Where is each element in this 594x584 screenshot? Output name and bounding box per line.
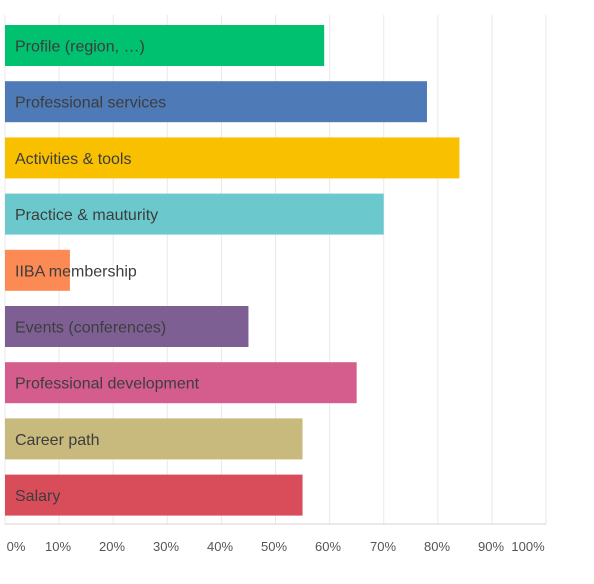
x-axis-ticks: 0% 10% 20% 30% 40% 50% 60% 70% 80% 90% 100% (7, 539, 545, 554)
bar-group: Profile (region, …) (5, 25, 325, 66)
x-tick-label: 70% (370, 539, 396, 554)
bar-group: Professional services (5, 81, 427, 123)
bar-label: Activities & tools (15, 151, 131, 168)
x-tick-label: 40% (207, 539, 233, 554)
bar-group: Salary (5, 474, 303, 516)
bar-group: Career path (5, 418, 303, 460)
bar-group: Events (conferences) (5, 306, 249, 347)
x-tick-label: 80% (424, 539, 450, 554)
x-tick-label: 100% (511, 539, 545, 554)
bar (5, 306, 249, 347)
x-tick-label: 30% (153, 539, 179, 554)
x-tick-label: 20% (99, 539, 125, 554)
bar-group: IIBA membership (5, 249, 137, 291)
bar-label: Events (conferences) (15, 320, 166, 337)
bar (5, 474, 303, 516)
bar-label: Salary (15, 488, 60, 505)
bar (5, 249, 70, 291)
x-tick-label: 0% (7, 539, 26, 554)
x-tick-label: 50% (261, 539, 287, 554)
bar (5, 25, 325, 66)
bar-group: Professional development (5, 362, 357, 404)
bar (5, 137, 460, 179)
bar-label: Professional development (15, 376, 200, 393)
bar (5, 193, 384, 235)
bar (5, 418, 303, 460)
bars: Profile (region, …) Professional services… (5, 25, 460, 516)
bar-label: Professional services (15, 95, 166, 112)
x-tick-label: 10% (45, 539, 71, 554)
x-tick-label: 60% (315, 539, 341, 554)
x-tick-label: 90% (478, 539, 504, 554)
bar-label: IIBA membership (15, 263, 137, 280)
bar-label: Profile (region, …) (15, 39, 145, 56)
bar-label: Practice & mauturity (15, 207, 158, 224)
bar (5, 362, 357, 404)
bar (5, 81, 427, 123)
bar-group: Practice & mauturity (5, 193, 384, 235)
bar-label: Career path (15, 432, 100, 449)
bar-group: Activities & tools (5, 137, 460, 179)
